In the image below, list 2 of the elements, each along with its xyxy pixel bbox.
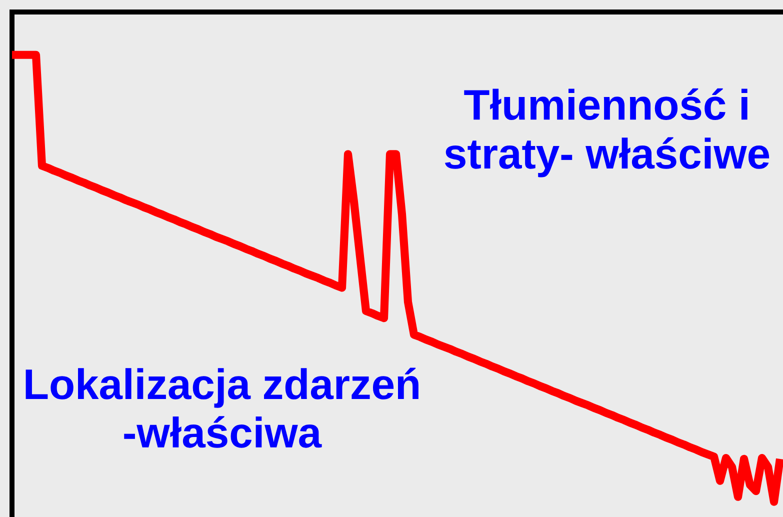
annotation: Lokalizacja zdarzeń -właściwa xyxy=(26,368,418,448)
annotation: Tłumienność i straty- właściwe xyxy=(444,88,770,178)
